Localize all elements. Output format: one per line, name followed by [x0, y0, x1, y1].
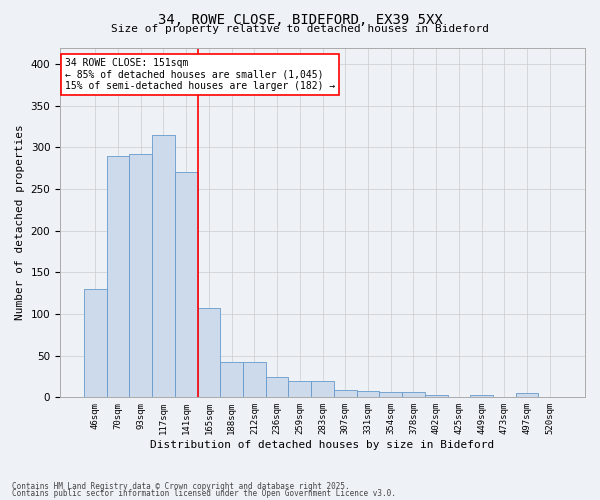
Bar — [130, 154, 152, 398]
Bar — [379, 392, 402, 398]
X-axis label: Distribution of detached houses by size in Bideford: Distribution of detached houses by size … — [151, 440, 494, 450]
Bar — [402, 392, 425, 398]
Bar — [107, 156, 130, 398]
Bar — [266, 376, 289, 398]
Bar — [243, 362, 266, 398]
Text: 34 ROWE CLOSE: 151sqm
← 85% of detached houses are smaller (1,045)
15% of semi-d: 34 ROWE CLOSE: 151sqm ← 85% of detached … — [65, 58, 335, 91]
Bar — [425, 395, 448, 398]
Text: Contains public sector information licensed under the Open Government Licence v3: Contains public sector information licen… — [12, 490, 396, 498]
Bar — [152, 135, 175, 398]
Text: 34, ROWE CLOSE, BIDEFORD, EX39 5XX: 34, ROWE CLOSE, BIDEFORD, EX39 5XX — [158, 12, 442, 26]
Bar — [470, 395, 493, 398]
Bar — [334, 390, 356, 398]
Bar — [175, 172, 197, 398]
Text: Contains HM Land Registry data © Crown copyright and database right 2025.: Contains HM Land Registry data © Crown c… — [12, 482, 350, 491]
Text: Size of property relative to detached houses in Bideford: Size of property relative to detached ho… — [111, 24, 489, 34]
Bar — [515, 393, 538, 398]
Bar — [220, 362, 243, 398]
Y-axis label: Number of detached properties: Number of detached properties — [15, 124, 25, 320]
Bar — [289, 380, 311, 398]
Bar — [84, 289, 107, 398]
Bar — [311, 380, 334, 398]
Bar — [356, 390, 379, 398]
Bar — [197, 308, 220, 398]
